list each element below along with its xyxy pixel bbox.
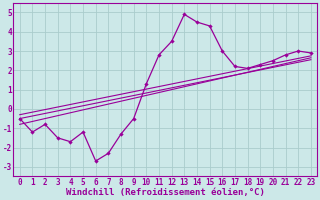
X-axis label: Windchill (Refroidissement éolien,°C): Windchill (Refroidissement éolien,°C) (66, 188, 265, 197)
